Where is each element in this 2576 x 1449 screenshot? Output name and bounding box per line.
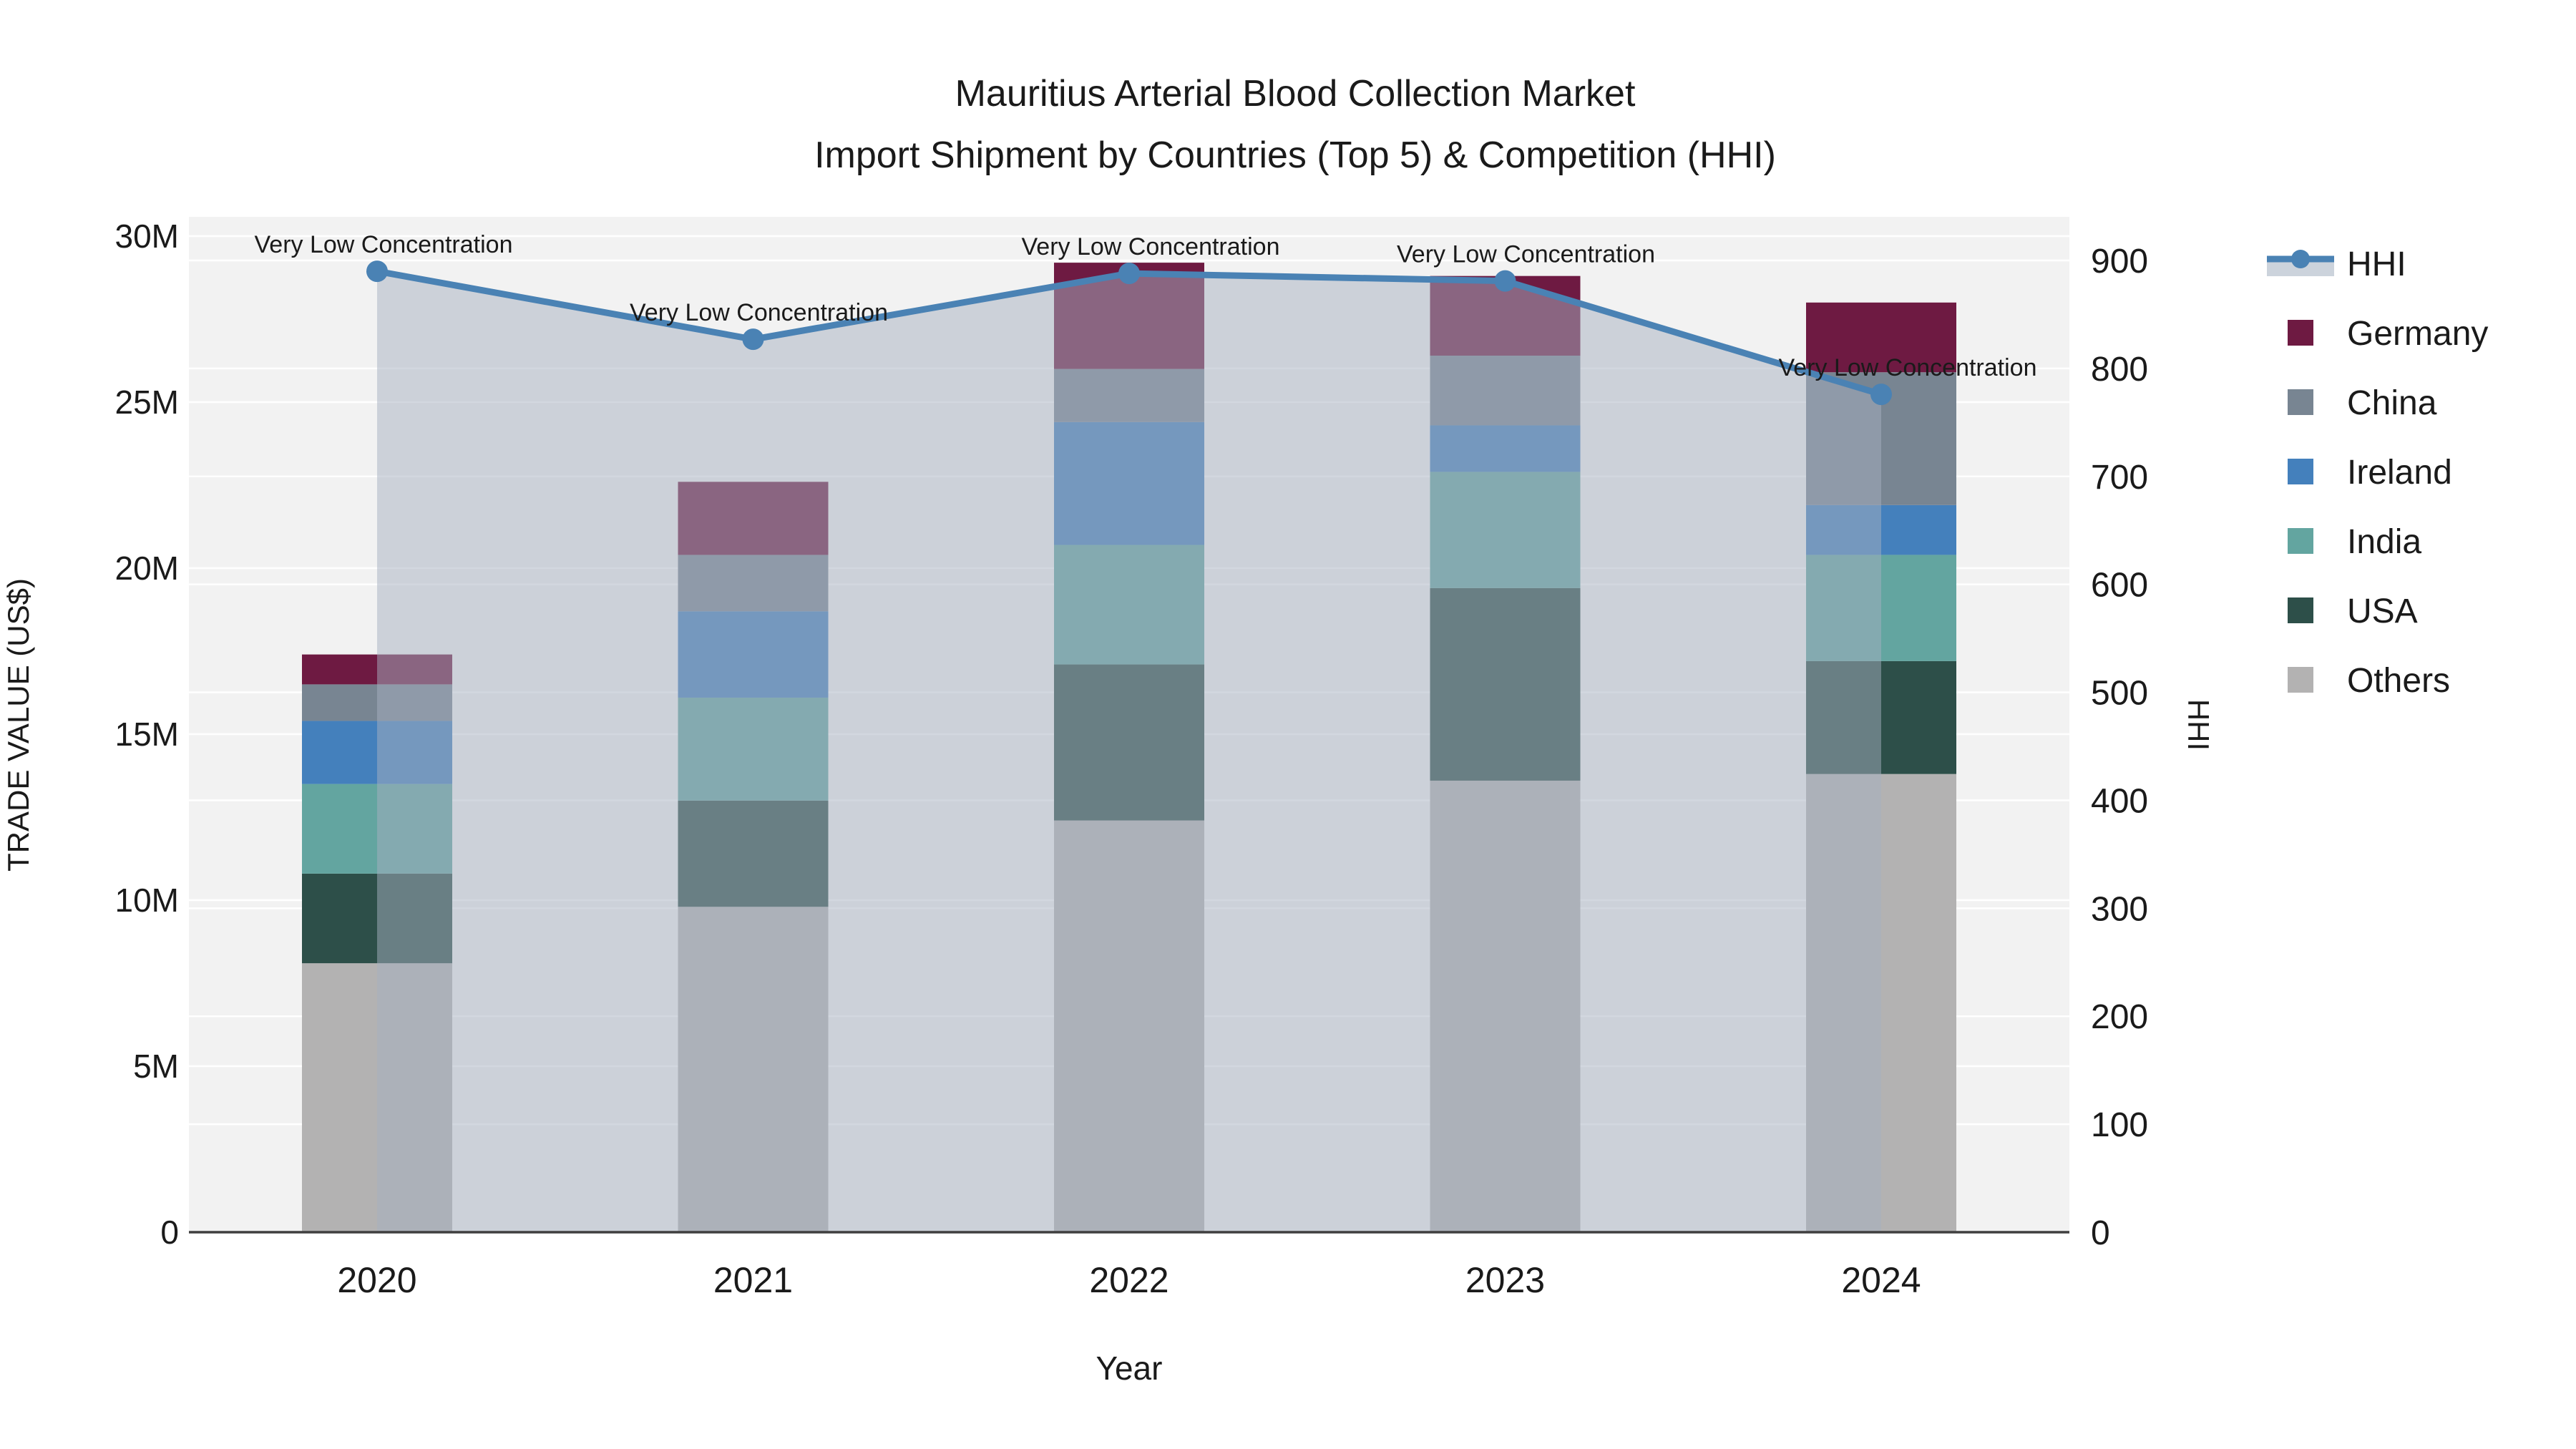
- y-tick-label: 10M: [115, 882, 179, 919]
- legend-label-usa: USA: [2347, 592, 2418, 630]
- annotation-2024: Very Low Concentration: [1779, 354, 2037, 381]
- legend-item-ireland[interactable]: Ireland: [2288, 454, 2452, 492]
- legend-item-usa[interactable]: USA: [2288, 592, 2418, 630]
- annotation-2023: Very Low Concentration: [1397, 241, 1655, 268]
- legend-item-india[interactable]: India: [2288, 523, 2421, 561]
- hhi-marker-2023[interactable]: [1494, 270, 1516, 292]
- legend-swatch-germany: [2288, 320, 2313, 346]
- x-tick-label-2021: 2021: [713, 1260, 793, 1300]
- y-tick-label: 25M: [115, 384, 179, 421]
- y2-tick-label: 400: [2091, 782, 2148, 820]
- plot-layer: Very Low Concentration Very Low Concentra…: [115, 217, 2148, 1300]
- y-tick-label: 0: [160, 1214, 179, 1251]
- y2-tick-label: 900: [2091, 243, 2148, 280]
- legend-label-india: India: [2347, 523, 2421, 561]
- bar-segment-germany-2024[interactable]: [1806, 302, 1956, 373]
- legend-swatch-china: [2288, 389, 2313, 415]
- legend-label-germany: Germany: [2347, 315, 2488, 353]
- hhi-marker-2021[interactable]: [742, 328, 764, 351]
- legend-hhi-marker-icon: [2291, 250, 2310, 268]
- y2-tick-label: 800: [2091, 351, 2148, 389]
- legend-item-germany[interactable]: Germany: [2288, 315, 2488, 353]
- y2-tick-label: 700: [2091, 459, 2148, 497]
- legend-label-ireland: Ireland: [2347, 454, 2452, 492]
- y2-axis-title: HHI: [2182, 699, 2215, 751]
- legend-swatch-ireland: [2288, 459, 2313, 484]
- y2-tick-label: 200: [2091, 998, 2148, 1036]
- hhi-marker-2024[interactable]: [1870, 384, 1892, 406]
- y2-tick-label: 500: [2091, 675, 2148, 713]
- y-tick-label: 20M: [115, 550, 179, 587]
- chart-subtitle: Import Shipment by Countries (Top 5) & C…: [814, 135, 1776, 176]
- legend-swatch-usa: [2288, 597, 2313, 623]
- legend-label-hhi: HHI: [2347, 245, 2406, 283]
- x-tick-label-2022: 2022: [1089, 1260, 1169, 1300]
- x-tick-label-2024: 2024: [1841, 1260, 1921, 1300]
- x-tick-label-2023: 2023: [1465, 1260, 1545, 1300]
- legend: HHI Germany China Ireland India USA Others: [2267, 245, 2488, 700]
- x-tick-label-2020: 2020: [337, 1260, 416, 1300]
- legend-swatch-others: [2288, 667, 2313, 693]
- annotation-2022: Very Low Concentration: [1022, 233, 1280, 260]
- legend-item-others[interactable]: Others: [2288, 662, 2450, 700]
- y2-tick-label: 0: [2091, 1214, 2110, 1252]
- legend-item-china[interactable]: China: [2288, 384, 2437, 422]
- y-tick-label: 5M: [133, 1048, 179, 1085]
- y2-tick-label: 300: [2091, 890, 2148, 928]
- y-tick-label: 30M: [115, 218, 179, 255]
- legend-item-hhi[interactable]: HHI: [2267, 245, 2406, 283]
- legend-swatch-india: [2288, 528, 2313, 554]
- x-axis-title: Year: [1096, 1350, 1163, 1387]
- hhi-marker-2020[interactable]: [366, 260, 388, 283]
- y2-tick-label: 600: [2091, 567, 2148, 605]
- hhi-area-fill: [377, 271, 1881, 1232]
- y2-tick-label: 100: [2091, 1106, 2148, 1144]
- annotation-2020: Very Low Concentration: [255, 231, 513, 258]
- legend-label-others: Others: [2347, 662, 2450, 700]
- y-axis-title: TRADE VALUE (US$): [1, 578, 35, 872]
- chart-title: Mauritius Arterial Blood Collection Mark…: [955, 73, 1636, 114]
- y-tick-label: 15M: [115, 716, 179, 753]
- hhi-marker-2022[interactable]: [1118, 263, 1140, 285]
- legend-label-china: China: [2347, 384, 2437, 422]
- annotation-2021: Very Low Concentration: [630, 299, 888, 326]
